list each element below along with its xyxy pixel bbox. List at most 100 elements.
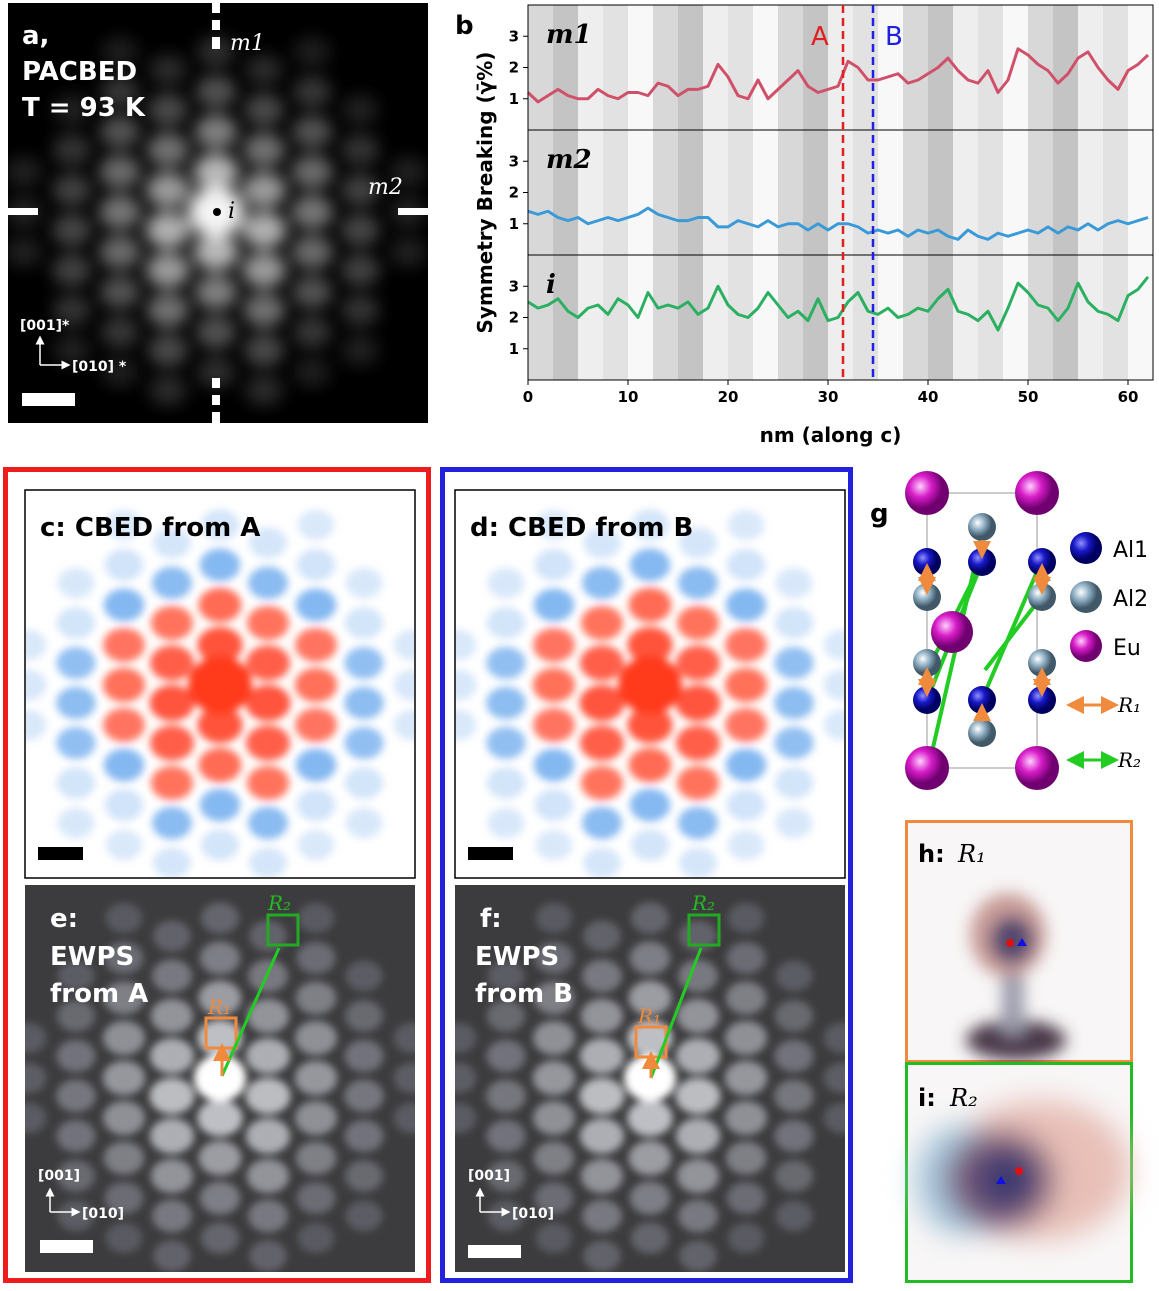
blob bbox=[149, 685, 194, 721]
x-tick-label: 40 bbox=[918, 388, 939, 406]
blob bbox=[101, 316, 140, 348]
inversion-point bbox=[213, 208, 221, 216]
blob bbox=[774, 687, 814, 720]
blob bbox=[193, 234, 239, 270]
blob bbox=[728, 830, 765, 860]
blob bbox=[248, 1200, 288, 1233]
blob bbox=[105, 549, 144, 581]
background-band bbox=[803, 5, 828, 380]
legend-label: Eu bbox=[1113, 636, 1141, 661]
background-band bbox=[603, 5, 628, 380]
blob bbox=[296, 588, 337, 621]
blob bbox=[193, 154, 239, 190]
blob bbox=[629, 588, 672, 623]
legend-label: R₂ bbox=[1117, 748, 1141, 772]
blob bbox=[200, 1182, 241, 1215]
blob bbox=[296, 981, 337, 1014]
blob bbox=[440, 1023, 477, 1053]
blob bbox=[533, 668, 576, 702]
blob bbox=[345, 607, 383, 639]
blob bbox=[486, 727, 525, 759]
blob bbox=[146, 172, 190, 208]
blob bbox=[394, 670, 431, 701]
blob bbox=[199, 1141, 242, 1176]
blob bbox=[248, 567, 288, 600]
blob bbox=[486, 1040, 525, 1072]
blob bbox=[582, 960, 622, 993]
blob bbox=[774, 1080, 814, 1113]
background-band bbox=[953, 5, 978, 380]
vector-label: R₂ bbox=[691, 891, 715, 915]
background-band bbox=[903, 5, 928, 380]
blob bbox=[103, 668, 146, 702]
blob bbox=[106, 830, 143, 860]
blob bbox=[629, 748, 672, 783]
axis-label: [010] * bbox=[72, 359, 127, 375]
blob bbox=[10, 1103, 47, 1133]
blob bbox=[440, 670, 477, 701]
blob bbox=[244, 94, 284, 127]
blob bbox=[244, 334, 284, 367]
blob bbox=[10, 670, 47, 701]
blob bbox=[341, 134, 379, 166]
blob bbox=[247, 1159, 289, 1193]
blob bbox=[345, 767, 383, 799]
background-band bbox=[1028, 5, 1053, 380]
y-tick-label: 1 bbox=[509, 340, 519, 358]
blob bbox=[100, 275, 141, 308]
blob bbox=[536, 903, 573, 933]
blob bbox=[56, 1120, 95, 1152]
blob bbox=[631, 1222, 669, 1253]
blob bbox=[679, 1240, 717, 1271]
blob bbox=[103, 628, 145, 662]
x-tick-label: 10 bbox=[618, 388, 639, 406]
blob bbox=[99, 235, 141, 269]
blob bbox=[774, 1040, 813, 1072]
blob bbox=[776, 961, 813, 992]
blob bbox=[201, 1222, 239, 1253]
blob bbox=[346, 1201, 383, 1232]
legend-label: Al1 bbox=[1113, 538, 1148, 563]
blob bbox=[630, 789, 671, 822]
blob bbox=[58, 568, 95, 599]
blob bbox=[291, 155, 333, 189]
blob bbox=[10, 1023, 47, 1053]
blob bbox=[394, 1103, 431, 1133]
blob bbox=[298, 830, 335, 860]
panel-title: d: CBED from B bbox=[470, 513, 693, 543]
blob bbox=[536, 1223, 573, 1253]
center-blob bbox=[194, 1055, 246, 1102]
blob bbox=[678, 1200, 718, 1233]
blob bbox=[247, 766, 289, 800]
blob bbox=[533, 708, 575, 742]
blob bbox=[344, 647, 383, 679]
blob bbox=[150, 1038, 194, 1074]
blob bbox=[678, 960, 718, 993]
blob bbox=[242, 172, 286, 208]
blob bbox=[776, 568, 813, 599]
blob bbox=[56, 727, 95, 759]
blob bbox=[486, 1080, 526, 1113]
panel-text: T = 93 K bbox=[22, 93, 146, 123]
blob bbox=[346, 568, 383, 599]
subplot-title: i bbox=[546, 270, 556, 300]
scale-bar bbox=[40, 1240, 93, 1253]
blob bbox=[57, 767, 95, 799]
blob bbox=[533, 1021, 575, 1055]
page: a, PACBED T = 93 K m1 m2 i [001]* [010] … bbox=[0, 0, 1159, 1291]
blob bbox=[53, 134, 91, 166]
blob bbox=[56, 1080, 96, 1113]
blob bbox=[292, 275, 333, 308]
scale-bar bbox=[38, 847, 83, 860]
blob bbox=[390, 237, 427, 267]
blob bbox=[291, 195, 334, 229]
blob bbox=[146, 252, 190, 288]
y-tick-label: 2 bbox=[509, 184, 519, 202]
blob bbox=[580, 725, 624, 761]
blob bbox=[487, 607, 525, 639]
blob bbox=[103, 708, 145, 742]
x-axis-label: nm (along c) bbox=[760, 423, 902, 447]
y-tick-label: 1 bbox=[509, 215, 519, 233]
blob bbox=[56, 1040, 95, 1072]
blob bbox=[676, 1038, 720, 1074]
